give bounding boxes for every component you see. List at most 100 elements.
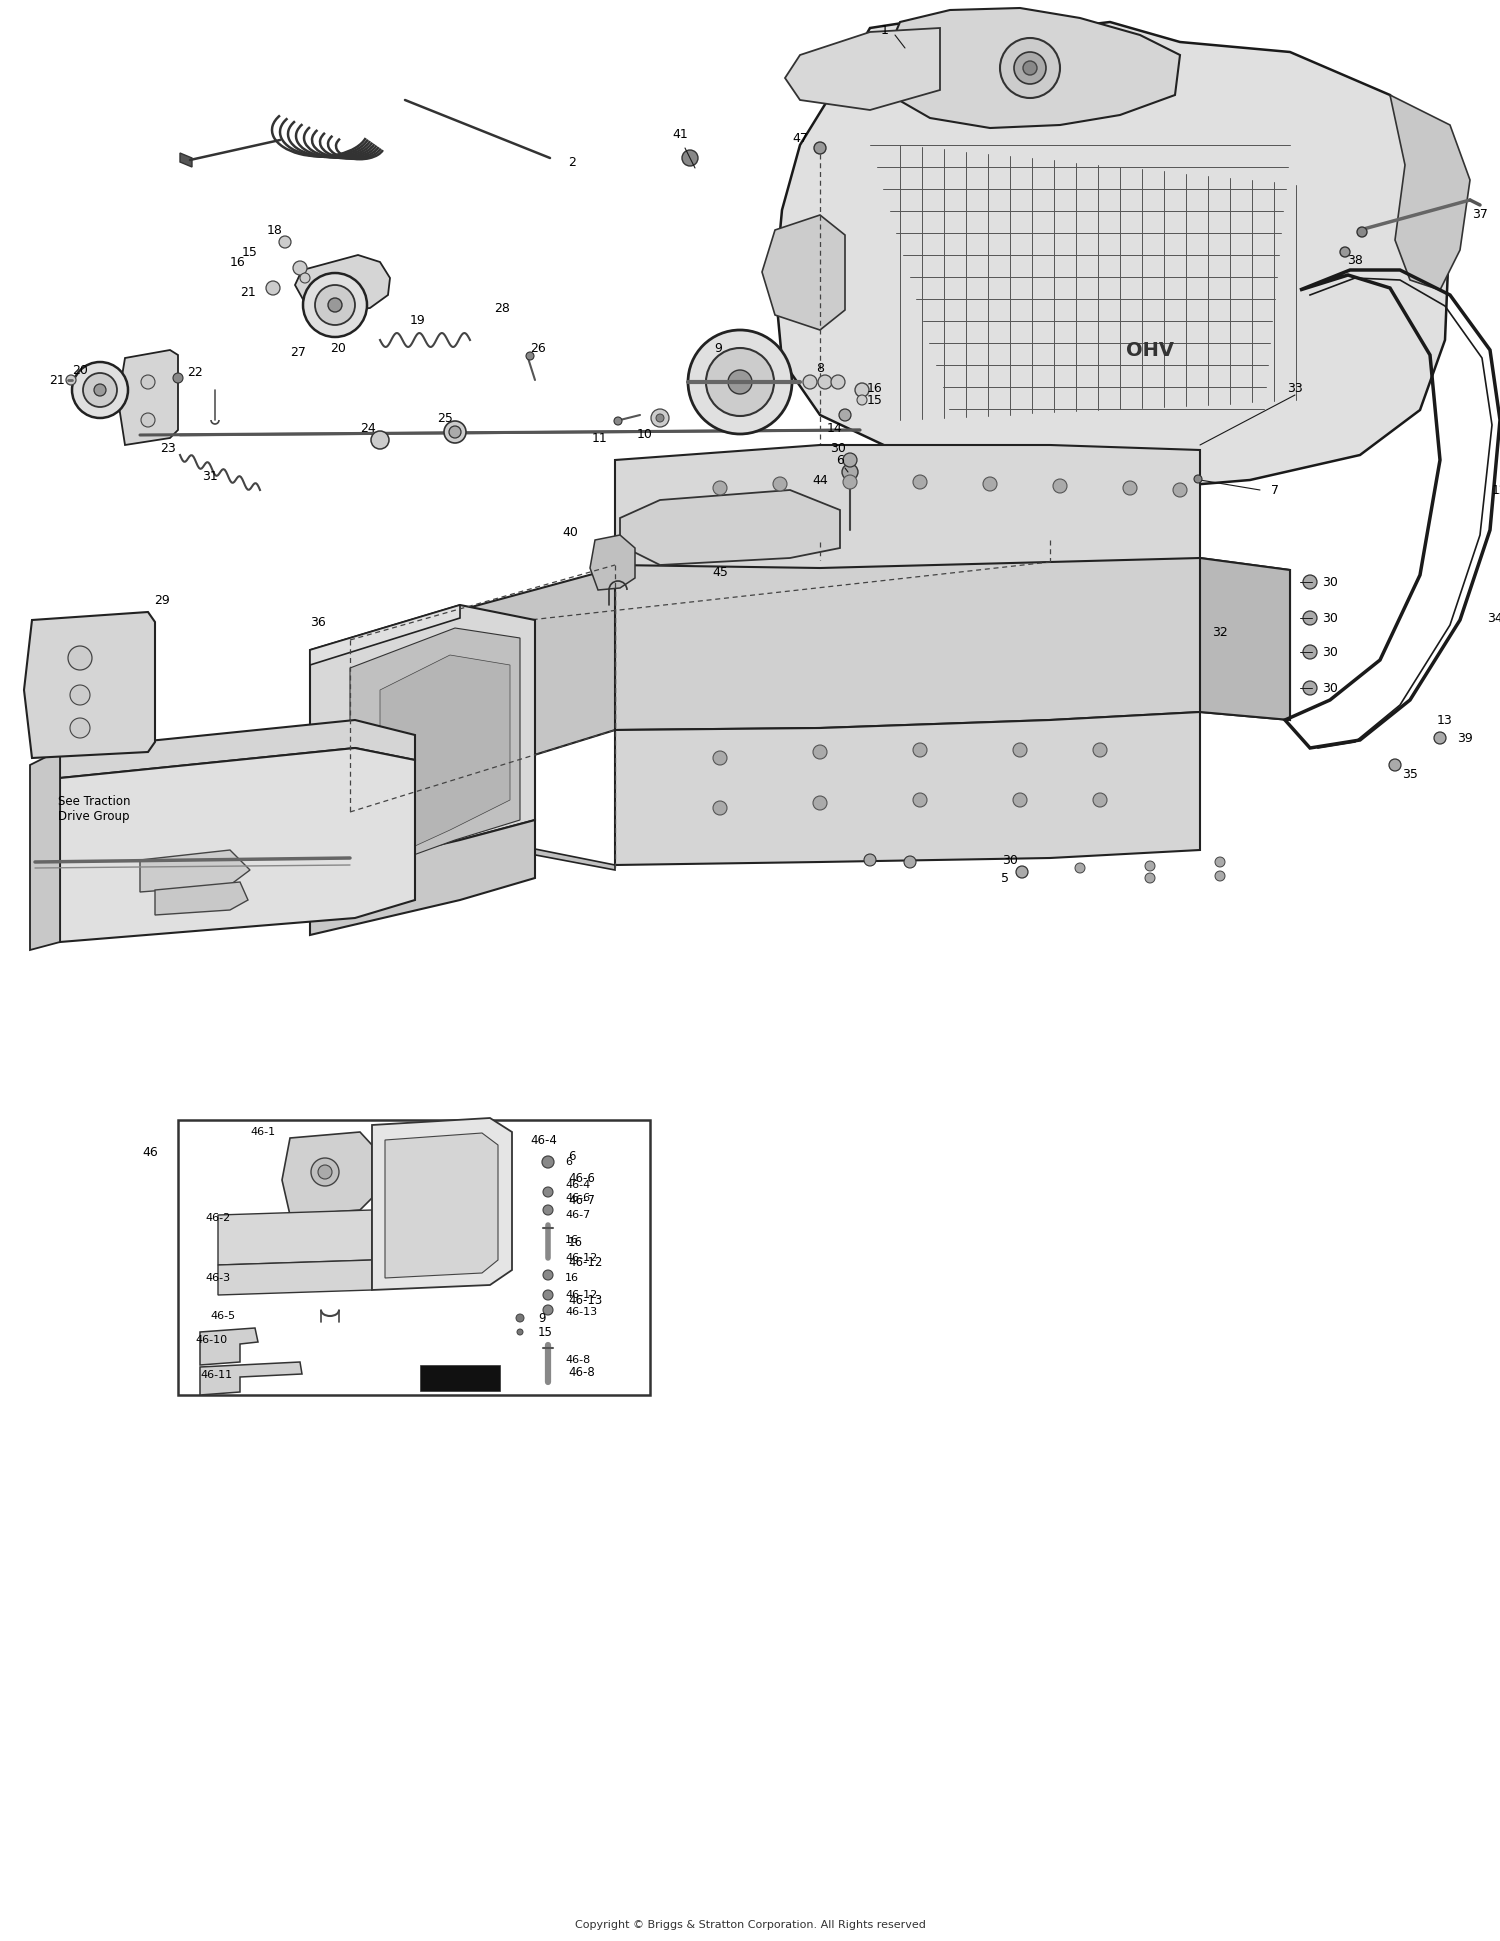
Circle shape	[82, 373, 117, 408]
Text: 46-7: 46-7	[568, 1194, 596, 1207]
Polygon shape	[1200, 557, 1290, 720]
Polygon shape	[620, 489, 840, 565]
Text: 34: 34	[1486, 611, 1500, 625]
Circle shape	[815, 142, 827, 153]
Circle shape	[516, 1314, 524, 1322]
Text: 46-1: 46-1	[251, 1128, 274, 1137]
Text: 24: 24	[360, 421, 376, 435]
Circle shape	[303, 274, 368, 338]
Text: 46-5: 46-5	[210, 1310, 236, 1322]
Circle shape	[328, 299, 342, 313]
Circle shape	[1000, 39, 1060, 97]
Text: 45: 45	[712, 565, 728, 578]
Text: 46-13: 46-13	[568, 1293, 602, 1306]
Circle shape	[682, 149, 698, 167]
Polygon shape	[140, 850, 250, 893]
Text: 1: 1	[880, 23, 890, 37]
Circle shape	[656, 413, 664, 421]
Text: 46-6: 46-6	[566, 1194, 590, 1203]
Circle shape	[1023, 60, 1036, 76]
Polygon shape	[282, 1132, 372, 1215]
Circle shape	[712, 802, 728, 815]
Circle shape	[813, 796, 826, 809]
Text: 6: 6	[566, 1157, 572, 1167]
Circle shape	[70, 718, 90, 738]
Circle shape	[318, 1165, 332, 1178]
Circle shape	[1094, 743, 1107, 757]
Circle shape	[855, 382, 868, 398]
Text: See Traction
Drive Group: See Traction Drive Group	[58, 796, 130, 823]
Circle shape	[1014, 52, 1046, 83]
Polygon shape	[310, 606, 536, 875]
Polygon shape	[180, 153, 192, 167]
Text: 5: 5	[1000, 872, 1010, 885]
Text: 46-3: 46-3	[206, 1273, 230, 1283]
Circle shape	[904, 856, 916, 868]
Circle shape	[1124, 481, 1137, 495]
Text: 16: 16	[230, 256, 246, 268]
Circle shape	[914, 476, 927, 489]
Text: 35: 35	[1402, 769, 1417, 782]
Polygon shape	[350, 569, 615, 811]
Text: 13: 13	[1437, 714, 1454, 726]
Circle shape	[300, 274, 310, 283]
Circle shape	[728, 371, 752, 394]
Polygon shape	[296, 254, 390, 313]
Text: 7: 7	[1270, 483, 1280, 497]
Polygon shape	[310, 819, 536, 936]
Text: 11: 11	[592, 431, 608, 444]
Circle shape	[1076, 864, 1084, 873]
Circle shape	[1173, 483, 1186, 497]
Polygon shape	[380, 654, 510, 862]
Circle shape	[72, 363, 128, 417]
Text: 9: 9	[714, 342, 722, 355]
Circle shape	[1434, 732, 1446, 743]
Ellipse shape	[1140, 809, 1160, 821]
Circle shape	[802, 375, 818, 388]
Polygon shape	[30, 749, 60, 949]
Circle shape	[1358, 227, 1366, 237]
Text: 28: 28	[494, 301, 510, 314]
Circle shape	[543, 1269, 554, 1279]
Text: 19: 19	[410, 314, 426, 326]
Text: 16: 16	[566, 1234, 579, 1244]
Circle shape	[526, 351, 534, 359]
Polygon shape	[154, 881, 248, 914]
Text: 46-12: 46-12	[566, 1291, 597, 1300]
Text: 29: 29	[154, 594, 170, 606]
Polygon shape	[386, 1134, 498, 1277]
Polygon shape	[615, 712, 1200, 866]
Text: 22: 22	[188, 365, 202, 378]
Circle shape	[543, 1304, 554, 1314]
Circle shape	[1304, 681, 1317, 695]
Text: 15: 15	[538, 1326, 554, 1339]
Circle shape	[518, 1330, 524, 1335]
Ellipse shape	[1140, 755, 1160, 769]
Text: 46-2: 46-2	[206, 1213, 231, 1223]
Text: 21: 21	[240, 285, 256, 299]
Polygon shape	[24, 611, 154, 759]
Circle shape	[843, 452, 856, 468]
Text: 46: 46	[142, 1145, 158, 1159]
Circle shape	[842, 464, 858, 479]
Circle shape	[688, 330, 792, 435]
Circle shape	[813, 745, 826, 759]
Polygon shape	[776, 17, 1450, 489]
Text: 44: 44	[812, 474, 828, 487]
Text: 26: 26	[530, 342, 546, 355]
Circle shape	[141, 413, 154, 427]
Circle shape	[1013, 794, 1028, 807]
Circle shape	[70, 685, 90, 705]
Text: OHV: OHV	[1126, 340, 1174, 359]
Circle shape	[279, 237, 291, 248]
Circle shape	[543, 1291, 554, 1300]
Text: 46-11: 46-11	[200, 1370, 232, 1380]
Polygon shape	[217, 1209, 372, 1266]
Circle shape	[712, 751, 728, 765]
Text: 46-13: 46-13	[566, 1306, 597, 1318]
Circle shape	[651, 410, 669, 427]
Polygon shape	[590, 536, 634, 590]
Circle shape	[310, 1159, 339, 1186]
Circle shape	[94, 384, 106, 396]
Circle shape	[1013, 743, 1028, 757]
